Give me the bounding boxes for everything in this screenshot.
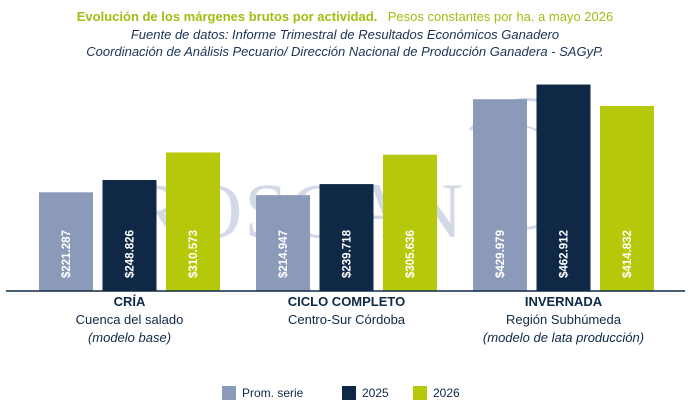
source-line-2: Coordinación de Análisis Pecuario/ Direc…: [86, 44, 603, 59]
bar-value-label: $248.826: [125, 230, 137, 278]
bar-value-label: $310.573: [188, 230, 200, 278]
bar-value-label: $214.947: [278, 230, 290, 278]
bar-value-label: $305.636: [405, 230, 417, 278]
bar-1-0: [256, 195, 310, 291]
category-note: (modelo base): [88, 330, 171, 345]
chart-header: Evolución de los márgenes brutos por act…: [77, 8, 613, 25]
bar-2-0: [473, 99, 527, 291]
bar-0-0: [39, 192, 93, 291]
bar-value-label: $462.912: [559, 230, 571, 278]
legend-swatch: [413, 386, 427, 400]
bar-value-label: $414.832: [622, 230, 634, 278]
legend-label: Prom. serie: [242, 386, 304, 400]
bar-value-label: $429.979: [495, 230, 507, 278]
chart-title: Evolución de los márgenes brutos por act…: [77, 9, 378, 24]
legend-swatch: [222, 386, 236, 400]
category-region: Centro-Sur Córdoba: [288, 312, 406, 327]
category-region: Región Subhúmeda: [506, 312, 622, 327]
source-line-1: Fuente de datos: Informe Trimestral de R…: [131, 27, 559, 42]
plot-area: $221.287 $214.947 $429.979 $248.826 $239.718…: [39, 84, 654, 291]
legend-label: 2026: [433, 386, 460, 400]
bar-1-1: [319, 184, 374, 291]
category-name: INVERNADA: [525, 294, 603, 309]
category-name: CRÍA: [114, 294, 146, 309]
category-name: CICLO COMPLETO: [288, 294, 405, 309]
category-note: (modelo de lata producción): [483, 330, 644, 345]
bar-0-2: [166, 152, 220, 291]
chart-subtitle: Pesos constantes por ha. a mayo 2026: [388, 9, 613, 24]
bar-2-1: [536, 84, 591, 291]
category-region: Cuenca del salado: [76, 312, 184, 327]
bar-value-label: $221.287: [61, 230, 73, 278]
bar-value-label: $239.718: [342, 229, 354, 278]
bar-1-2: [383, 154, 437, 291]
legend-swatch: [342, 386, 356, 400]
bar-2-2: [600, 105, 654, 291]
bar-0-1: [102, 180, 157, 291]
legend-label: 2025: [362, 386, 389, 400]
category-captions: CRÍA Cuenca del salado (modelo base) CICLO …: [76, 294, 644, 345]
legend: Prom. serie 2025 2026: [222, 386, 460, 400]
